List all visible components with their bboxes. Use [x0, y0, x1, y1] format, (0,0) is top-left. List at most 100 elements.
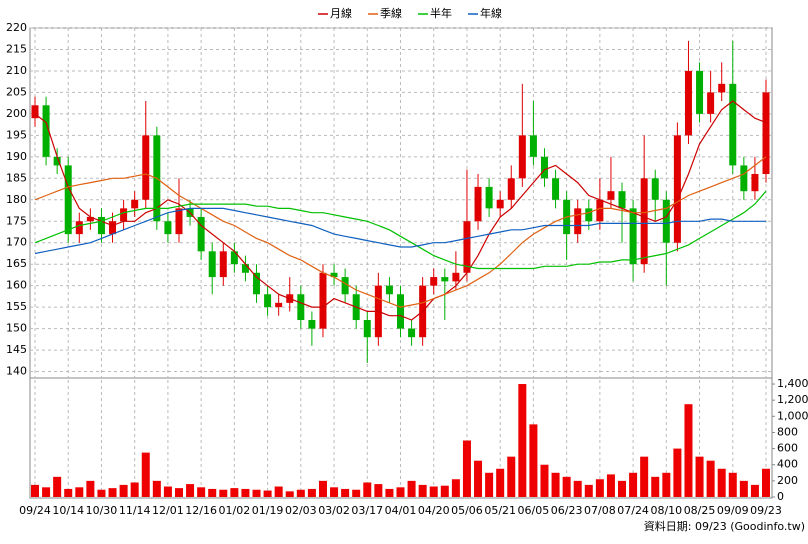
candle-body — [275, 302, 283, 308]
candle-body — [452, 272, 460, 282]
volume-bar — [496, 468, 505, 497]
candle-body — [109, 221, 117, 235]
volume-bar — [263, 490, 272, 497]
x-tick-label: 10/14 — [52, 504, 84, 517]
volume-bar — [152, 480, 161, 497]
y-tick-label: 220 — [6, 21, 27, 34]
candle-body — [552, 178, 560, 200]
candle-body — [540, 156, 548, 179]
volume-bar — [684, 404, 693, 497]
y-tick-label: 180 — [6, 193, 27, 206]
volume-bar — [551, 472, 560, 497]
volume-bar — [662, 472, 671, 497]
volume-bar — [230, 488, 239, 497]
volume-bar — [374, 484, 383, 497]
candle-body — [241, 264, 249, 273]
volume-bar — [429, 486, 438, 497]
candle-body — [75, 221, 83, 235]
candle-body — [97, 216, 105, 235]
volume-bar — [507, 456, 516, 497]
candle-body — [485, 186, 493, 209]
volume-bar — [241, 488, 250, 497]
candle-body — [164, 221, 172, 235]
volume-bar — [75, 487, 84, 497]
y-tick-label: 165 — [6, 257, 27, 270]
volume-bar — [307, 488, 316, 497]
y-tick-label: 160 — [6, 279, 27, 292]
volume-bar — [97, 489, 106, 497]
y2-tick-label: 1,200 — [777, 393, 808, 406]
y-tick-label: 215 — [6, 42, 27, 55]
y2-tick-label: 200 — [777, 474, 798, 487]
volume-bar — [53, 476, 62, 497]
volume-bar — [396, 487, 405, 497]
candle-body — [297, 294, 305, 321]
x-tick-label: 04/20 — [418, 504, 450, 517]
y-tick-label: 210 — [6, 64, 27, 77]
x-tick-label: 12/16 — [185, 504, 217, 517]
candle-body — [629, 208, 637, 265]
candle-body — [120, 208, 128, 222]
x-tick-label: 06/23 — [551, 504, 583, 517]
candle-body — [684, 70, 692, 136]
volume-bar — [695, 456, 704, 497]
volume-bar — [341, 488, 350, 497]
x-tick-label: 09/23 — [750, 504, 782, 517]
candle-body — [230, 251, 238, 265]
volume-bar — [318, 480, 327, 497]
candle-body — [64, 165, 72, 235]
y-tick-label: 185 — [6, 171, 27, 184]
candle-body — [341, 277, 349, 295]
y-tick-label: 205 — [6, 85, 27, 98]
volume-bar — [141, 452, 150, 497]
volume-bar — [285, 491, 294, 497]
candle-body — [31, 105, 39, 119]
volume-bar — [108, 488, 117, 497]
volume-bar — [64, 488, 73, 497]
volume-bar — [673, 448, 682, 497]
candle-body — [441, 277, 449, 282]
y2-tick-label: 400 — [777, 458, 798, 471]
volume-bar — [584, 484, 593, 497]
candle-body — [363, 320, 371, 338]
y-tick-label: 200 — [6, 107, 27, 120]
x-tick-label: 10/30 — [86, 504, 118, 517]
candle-body — [86, 216, 94, 222]
volume-bar — [407, 480, 416, 497]
volume-bar — [529, 424, 538, 497]
y2-tick-label: 600 — [777, 442, 798, 455]
y2-tick-label: 0 — [777, 490, 784, 503]
x-tick-label: 07/24 — [617, 504, 649, 517]
legend-label: 月線 — [330, 6, 352, 20]
volume-bar — [174, 488, 183, 497]
volume-bar — [86, 480, 95, 497]
volume-bar — [363, 482, 372, 497]
x-tick-label: 07/08 — [584, 504, 616, 517]
candle-body — [729, 83, 737, 166]
candle-body — [219, 251, 227, 278]
ma-line — [34, 156, 767, 308]
candle-body — [618, 191, 626, 209]
y-tick-label: 170 — [6, 236, 27, 249]
volume-bar — [485, 472, 494, 497]
volume-bar — [31, 484, 39, 497]
volume-bar — [629, 472, 638, 497]
candle-body — [740, 165, 748, 192]
volume-bar — [352, 489, 361, 497]
volume-bar — [208, 488, 217, 497]
volume-bar — [130, 482, 139, 497]
x-tick-label: 11/14 — [119, 504, 151, 517]
candle-body — [208, 251, 216, 278]
y2-tick-label: 1,400 — [777, 377, 808, 390]
candle-body — [42, 105, 50, 157]
volume-bar — [385, 488, 394, 497]
candle-body — [474, 186, 482, 222]
volume-bar — [440, 485, 449, 497]
x-tick-label: 06/05 — [518, 504, 550, 517]
candle-body — [651, 178, 659, 200]
x-tick-label: 09/24 — [19, 504, 51, 517]
volume-bar — [163, 486, 172, 497]
x-tick-label: 08/25 — [684, 504, 716, 517]
volume-bar — [197, 487, 206, 497]
